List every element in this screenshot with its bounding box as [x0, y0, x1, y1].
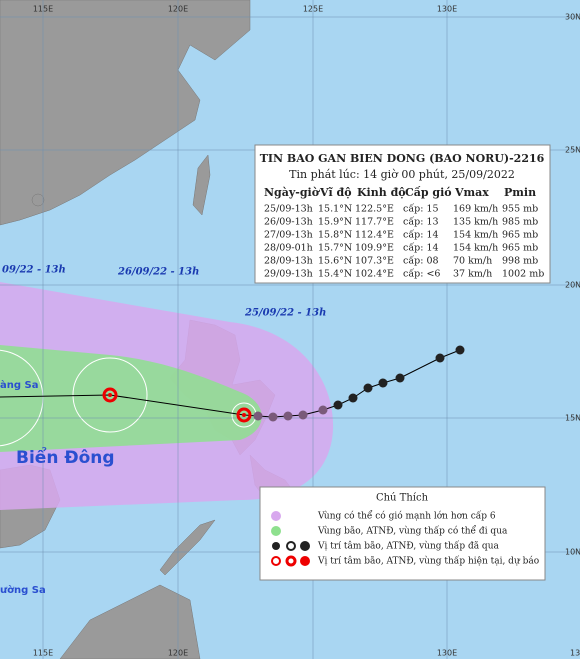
table-cell: 26/09-13h — [264, 217, 313, 228]
past-position — [318, 405, 328, 415]
table-cell: 985 mb — [502, 217, 538, 228]
table-cell: 15.9°N — [318, 217, 352, 228]
table-cell: cấp: 13 — [403, 217, 439, 228]
table-cell: 15.7°N — [318, 243, 352, 254]
lon-label: 13 — [570, 649, 580, 658]
table-cell: 998 mb — [502, 256, 538, 267]
table-cell: 25/09-13h — [264, 204, 313, 215]
table-cell: 28/09-13h — [264, 256, 313, 267]
table-cell: 15.6°N — [318, 256, 352, 267]
place-label: àng Sa — [0, 379, 38, 391]
place-label: Biển Đông — [16, 446, 115, 468]
table-header: Pmin — [504, 186, 536, 199]
lon-label: 130E — [437, 649, 457, 658]
storm-icon — [102, 387, 118, 403]
past-position — [348, 393, 358, 403]
table-cell: 154 km/h — [453, 243, 498, 254]
past-position — [333, 400, 343, 410]
lat-label: 10N — [565, 548, 580, 557]
info-table: Ngày-giờ Vĩ độ Kinh độ Cấp gió Vmax Pmin 25/09… — [264, 186, 544, 280]
table-header: Kinh độ — [357, 186, 406, 199]
past-position — [378, 378, 388, 388]
storm-icon — [236, 407, 252, 423]
lat-label: 30N — [565, 13, 580, 22]
table-cell: 965 mb — [502, 243, 538, 254]
info-box: TIN BAO GAN BIEN DONG (BAO NORU)-2216 Ti… — [254, 144, 551, 284]
table-cell: 117.7°E — [355, 217, 394, 228]
lon-label: 130E — [437, 5, 457, 14]
info-issued: Tin phát lúc: 14 giờ 00 phút, 25/09/2022 — [289, 168, 515, 181]
table-cell: cấp: 15 — [403, 204, 439, 215]
info-title: TIN BAO GAN BIEN DONG (BAO NORU)-2216 — [260, 152, 545, 165]
table-cell: 955 mb — [502, 204, 538, 215]
past-positions — [253, 345, 465, 422]
table-cell: 109.9°E — [355, 243, 394, 254]
legend-swatch — [271, 511, 281, 521]
table-cell: 15.8°N — [318, 230, 352, 241]
past-position — [363, 383, 373, 393]
track-label: 26/09/22 - 13h — [117, 267, 199, 278]
table-cell: 27/09-13h — [264, 230, 313, 241]
table-header: Vmax — [454, 186, 489, 199]
storm-icon — [108, 393, 112, 397]
table-cell: 15.4°N — [318, 269, 352, 280]
table-cell: 154 km/h — [453, 230, 498, 241]
table-cell: 1002 mb — [502, 269, 544, 280]
lon-label: 125E — [303, 5, 323, 14]
lat-label: 15N — [565, 414, 580, 423]
table-header: Ngày-giờ — [264, 186, 321, 199]
past-position — [283, 411, 293, 421]
table-header: Vĩ độ — [319, 186, 352, 199]
table-cell: 122.5°E — [355, 204, 394, 215]
past-position — [253, 411, 263, 421]
table-cell: 965 mb — [502, 230, 538, 241]
table-cell: 28/09-01h — [264, 243, 313, 254]
past-position — [455, 345, 465, 355]
track-label: 09/22 - 13h — [2, 265, 66, 276]
legend-swatch — [271, 541, 310, 567]
past-position — [395, 373, 405, 383]
legend-item: Vị trí tâm bão, ATNĐ, vùng thấp đã qua — [317, 541, 499, 552]
table-cell: 102.4°E — [355, 269, 394, 280]
table-cell: 107.3°E — [355, 256, 394, 267]
legend-title: Chú Thích — [376, 493, 429, 504]
table-cell: cấp: 14 — [403, 230, 439, 241]
table-cell: 29/09-13h — [264, 269, 313, 280]
radius-circle — [72, 357, 148, 433]
lon-label: 115E — [33, 5, 53, 14]
table-cell: cấp: <6 — [403, 269, 440, 280]
table-cell: cấp: 08 — [403, 256, 439, 267]
lat-label: 20N — [565, 281, 580, 290]
table-header: Cấp gió — [405, 186, 452, 199]
current-position — [102, 387, 252, 423]
track-label: 25/09/22 - 13h — [244, 308, 326, 319]
info-box-frame — [254, 144, 551, 284]
lon-label: 115E — [33, 649, 53, 658]
table-cell: 112.4°E — [355, 230, 394, 241]
place-label: ường Sa — [0, 584, 46, 596]
past-position — [268, 412, 278, 422]
lon-label: 120E — [168, 649, 188, 658]
storm-icon — [242, 413, 246, 417]
lon-label: 120E — [168, 5, 188, 14]
legend: Chú Thích Vùng có thể có gió mạnh lớn hơ… — [259, 486, 546, 581]
legend-item: Vị trí tâm bão, ATNĐ, vùng thấp hiện tại… — [317, 556, 539, 567]
past-position — [435, 353, 445, 363]
legend-swatch — [271, 526, 281, 536]
lat-label: 25N — [565, 146, 580, 155]
table-cell: cấp: 14 — [403, 243, 439, 254]
table-cell: 15.1°N — [318, 204, 352, 215]
legend-item: Vùng bão, ATNĐ, vùng thấp có thể đi qua — [317, 525, 508, 537]
table-cell: 169 km/h — [453, 204, 498, 215]
legend-item: Vùng có thể có gió mạnh lớn hơn cấp 6 — [317, 510, 496, 522]
table-cell: 135 km/h — [453, 217, 498, 228]
table-cell: 70 km/h — [453, 256, 492, 267]
past-position — [298, 410, 308, 420]
table-cell: 37 km/h — [453, 269, 492, 280]
